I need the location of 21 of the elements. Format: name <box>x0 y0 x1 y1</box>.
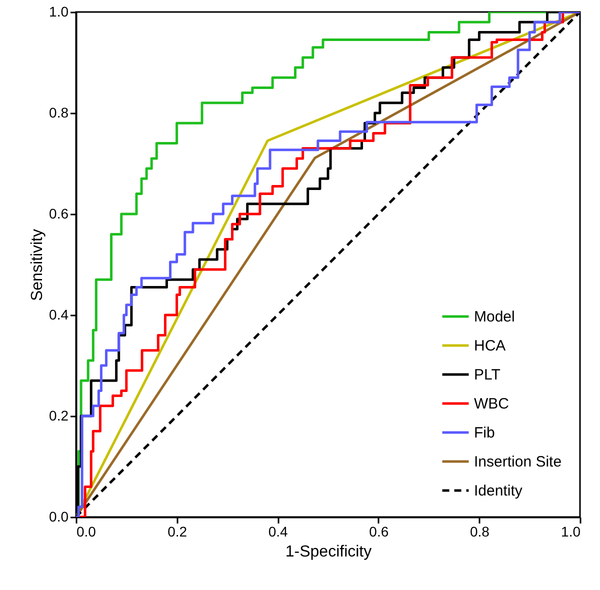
y-tick-label: 0.8 <box>49 104 69 120</box>
y-tick-label: 1.0 <box>49 4 69 20</box>
legend-label: Fib <box>474 424 495 442</box>
legend-label: PLT <box>474 366 500 384</box>
x-tick-label: 0.6 <box>369 524 389 540</box>
legend-label: HCA <box>474 338 506 354</box>
y-tick-label: 0.0 <box>49 508 69 524</box>
x-axis-title: 1-Specificity <box>285 544 372 560</box>
legend-label: Model <box>474 308 515 326</box>
y-tick-label: 0.2 <box>49 408 69 424</box>
x-tick-label: 0.0 <box>76 524 96 540</box>
legend-label: WBC <box>474 396 510 412</box>
x-tick-label: 0.8 <box>470 524 490 540</box>
y-axis-title: Sensitivity <box>29 228 46 302</box>
x-tick-label: 0.4 <box>268 524 288 540</box>
y-tick-label: 0.6 <box>49 206 69 222</box>
legend-label: Insertion Site <box>474 454 562 470</box>
x-tick-label: 1.0 <box>561 524 581 540</box>
x-tick-label: 0.2 <box>168 524 188 540</box>
y-tick-label: 0.4 <box>49 306 69 322</box>
legend-label: Identity <box>474 482 523 500</box>
